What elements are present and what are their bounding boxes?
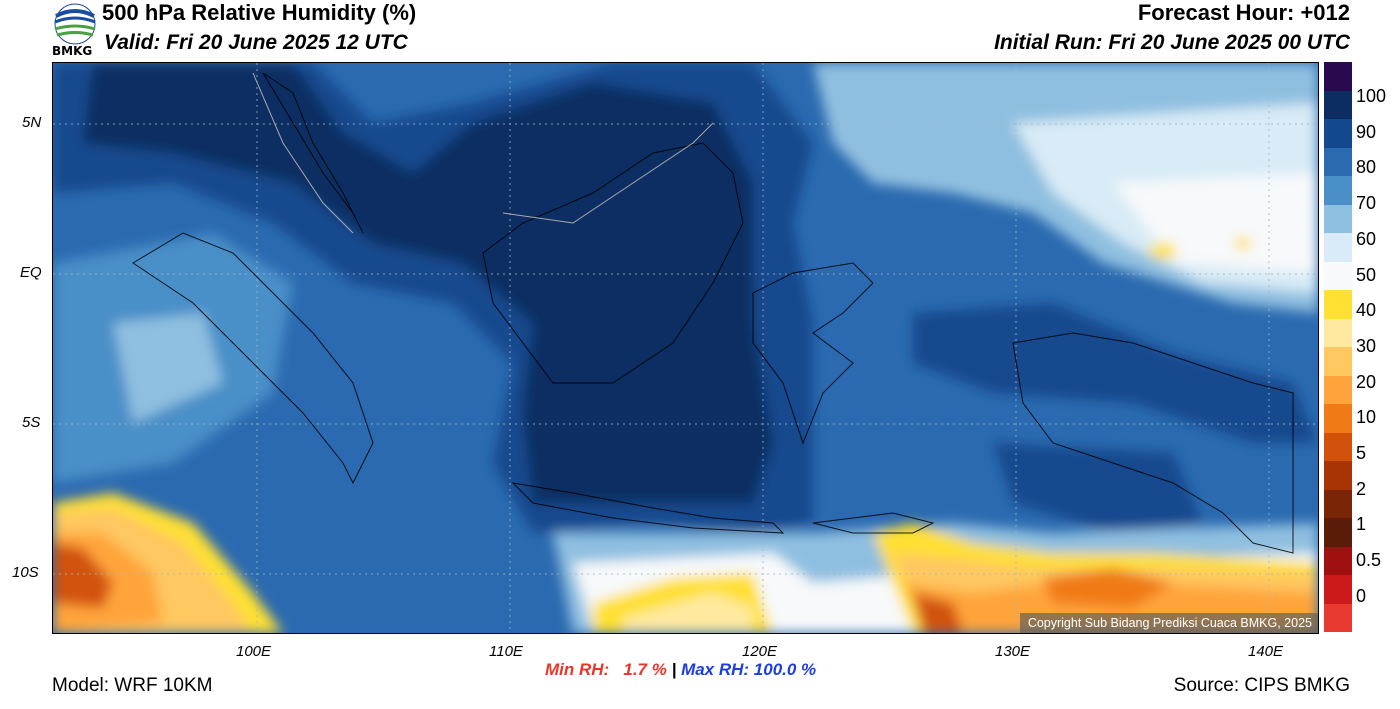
colorbar-swatch: [1324, 233, 1352, 262]
colorbar-swatch: [1324, 318, 1352, 347]
colorbar-swatch: [1324, 347, 1352, 376]
colorbar-label: 1: [1356, 514, 1367, 535]
colorbar-label: 30: [1356, 335, 1377, 356]
stats-separator: |: [666, 660, 682, 679]
source-label: Source: CIPS BMKG: [1173, 675, 1350, 696]
colorbar-label: 10: [1356, 407, 1377, 428]
humidity-field: [53, 63, 1318, 633]
colorbar-swatch: [1324, 261, 1352, 290]
max-rh: Max RH: 100.0 %: [681, 660, 817, 679]
initial-run: Initial Run: Fri 20 June 2025 00 UTC: [994, 31, 1350, 54]
colorbar-label: 60: [1356, 228, 1377, 249]
lat-label-10s: 10S: [12, 564, 39, 581]
colorbar: [1324, 62, 1352, 632]
lon-label-100e: 100E: [236, 643, 272, 660]
forecast-hour: Forecast Hour: +012: [1137, 0, 1350, 25]
logo-text: BMKG: [52, 44, 93, 58]
colorbar-label: 0.5: [1356, 550, 1382, 571]
colorbar-label: 100: [1356, 86, 1387, 106]
rh-stats: Min RH: 1.7 % | Max RH: 100.0 %: [545, 660, 816, 680]
colorbar-swatch: [1324, 119, 1352, 148]
colorbar-swatch: [1324, 62, 1352, 91]
bmkg-logo: [54, 3, 96, 45]
colorbar-swatch: [1324, 461, 1352, 490]
colorbar-label: 0: [1356, 585, 1367, 606]
lat-label-5n: 5N: [22, 114, 42, 131]
colorbar-swatch: [1324, 204, 1352, 233]
colorbar-swatch: [1324, 432, 1352, 461]
colorbar-label: 80: [1356, 157, 1377, 178]
lon-label-120e: 120E: [742, 643, 778, 660]
colorbar-swatch: [1324, 147, 1352, 176]
colorbar-swatch: [1324, 90, 1352, 119]
humidity-map[interactable]: Copyright Sub Bidang Prediksi Cuaca BMKG…: [52, 62, 1319, 634]
lon-label-130e: 130E: [995, 643, 1031, 660]
colorbar-swatch: [1324, 603, 1352, 632]
colorbar-label: 40: [1356, 300, 1377, 321]
lat-label-eq: EQ: [20, 264, 42, 281]
lon-label-140e: 140E: [1248, 643, 1284, 660]
model-label: Model: WRF 10KM: [52, 675, 213, 696]
valid-time: Valid: Fri 20 June 2025 12 UTC: [104, 31, 408, 54]
colorbar-swatch: [1324, 518, 1352, 547]
page-title: 500 hPa Relative Humidity (%): [102, 0, 417, 25]
colorbar-label: 5: [1356, 443, 1367, 463]
colorbar-label: 2: [1356, 478, 1367, 499]
colorbar-swatch: [1324, 176, 1352, 205]
colorbar-swatch: [1324, 575, 1352, 604]
lon-label-110e: 110E: [489, 643, 523, 660]
colorbar-label: 50: [1356, 264, 1377, 285]
colorbar-swatch: [1324, 404, 1352, 433]
colorbar-swatch: [1324, 546, 1352, 575]
colorbar-label: 70: [1356, 193, 1377, 214]
colorbar-swatch: [1324, 489, 1352, 518]
colorbar-label: 90: [1356, 121, 1377, 142]
colorbar-swatch: [1324, 375, 1352, 404]
lat-label-5s: 5S: [22, 414, 41, 431]
copyright-notice: Copyright Sub Bidang Prediksi Cuaca BMKG…: [1019, 613, 1318, 633]
min-rh: Min RH: 1.7 %: [545, 660, 667, 679]
colorbar-label: 20: [1356, 371, 1377, 392]
colorbar-swatch: [1324, 290, 1352, 319]
